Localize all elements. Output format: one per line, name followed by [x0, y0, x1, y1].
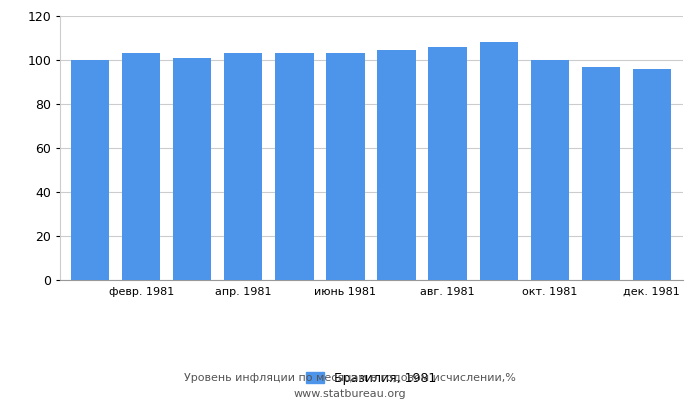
- Legend: Бразилия, 1981: Бразилия, 1981: [305, 372, 437, 385]
- Bar: [531, 60, 569, 280]
- Bar: [173, 58, 211, 280]
- Bar: [377, 50, 416, 280]
- Bar: [480, 42, 518, 280]
- Bar: [326, 53, 365, 280]
- Bar: [71, 60, 109, 280]
- Text: Уровень инфляции по месяцам в годовом исчислении,%: Уровень инфляции по месяцам в годовом ис…: [184, 373, 516, 383]
- Bar: [275, 53, 314, 280]
- Bar: [582, 66, 620, 280]
- Bar: [224, 53, 262, 280]
- Bar: [633, 69, 671, 280]
- Bar: [122, 53, 160, 280]
- Bar: [428, 46, 467, 280]
- Text: www.statbureau.org: www.statbureau.org: [294, 389, 406, 399]
